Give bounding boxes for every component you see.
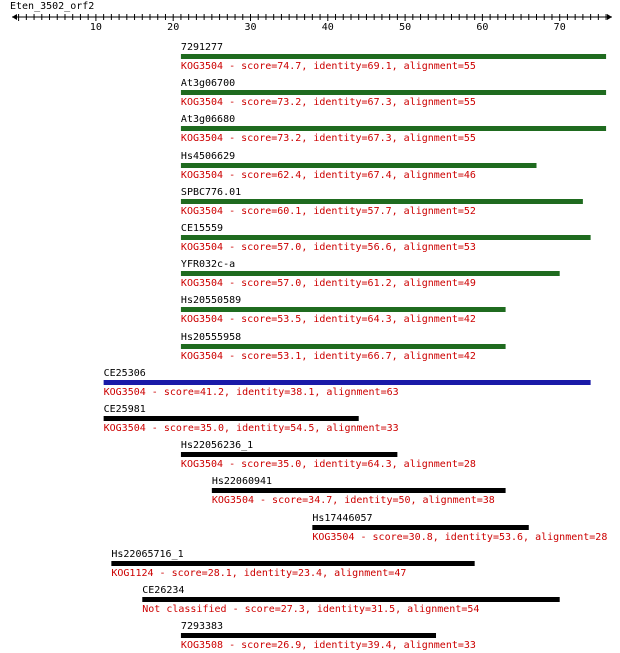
hit-bar bbox=[103, 380, 591, 385]
hit-name: CE15559 bbox=[181, 223, 223, 234]
axis-tick-label: 40 bbox=[322, 22, 334, 33]
hit-bar bbox=[180, 235, 591, 240]
hit-annotation: KOG3504 - score=57.0, identity=56.6, ali… bbox=[181, 242, 476, 253]
hit-bar bbox=[180, 163, 537, 168]
hit-annotation: KOG3504 - score=30.8, identity=53.6, ali… bbox=[312, 532, 607, 543]
axis-left-arrow bbox=[12, 14, 17, 20]
hit-row: At3g06700 KOG3504 - score=73.2, identity=… bbox=[180, 78, 607, 108]
hit-bar bbox=[180, 633, 437, 638]
hit-row: SPBC776.01 KOG3504 - score=60.1, identity… bbox=[180, 187, 583, 217]
hit-bar bbox=[180, 54, 607, 59]
hit-row: CE25306 KOG3504 - score=41.2, identity=38… bbox=[103, 368, 591, 398]
hit-annotation: KOG3504 - score=73.2, identity=67.3, ali… bbox=[181, 133, 476, 144]
hit-row: CE25981 KOG3504 - score=35.0, identity=54… bbox=[103, 404, 399, 434]
axis-tick-label: 10 bbox=[90, 22, 102, 33]
hit-annotation: KOG1124 - score=28.1, identity=23.4, ali… bbox=[111, 568, 406, 579]
hit-row: Hs20555958 KOG3504 - score=53.1, identity… bbox=[180, 332, 506, 362]
hit-name: Hs4506629 bbox=[181, 151, 235, 162]
hit-name: 7293383 bbox=[181, 621, 223, 632]
hit-annotation: KOG3504 - score=41.2, identity=38.1, ali… bbox=[104, 387, 399, 398]
hit-name: Hs22060941 bbox=[212, 476, 272, 487]
hit-bar bbox=[111, 561, 475, 566]
hit-name: YFR032c-a bbox=[181, 259, 235, 270]
hit-bar bbox=[312, 525, 529, 530]
hit-row: Hs22060941 KOG3504 - score=34.7, identity… bbox=[211, 476, 506, 506]
hit-annotation: KOG3504 - score=53.5, identity=64.3, ali… bbox=[181, 314, 476, 325]
axis-right-arrow bbox=[607, 14, 612, 20]
hit-annotation: KOG3504 - score=60.1, identity=57.7, ali… bbox=[181, 206, 476, 217]
hit-annotation: KOG3504 - score=74.7, identity=69.1, ali… bbox=[181, 61, 476, 72]
hit-annotation: KOG3504 - score=34.7, identity=50, align… bbox=[212, 495, 495, 506]
query-title: Eten_3502_orf2 bbox=[10, 1, 94, 12]
hit-list: 7291277 KOG3504 - score=74.7, identity=69… bbox=[103, 42, 607, 651]
scale-axis: 10 20 30 40 50 60 70 bbox=[12, 14, 612, 33]
hit-bar bbox=[180, 307, 506, 312]
hit-annotation: Not classified - score=27.3, identity=31… bbox=[142, 604, 479, 615]
hit-bar bbox=[180, 271, 560, 276]
hit-annotation: KOG3504 - score=73.2, identity=67.3, ali… bbox=[181, 97, 476, 108]
hit-name: At3g06700 bbox=[181, 78, 235, 89]
hit-name: Hs22056236_1 bbox=[181, 440, 253, 451]
hit-name: Hs22065716_1 bbox=[111, 549, 183, 560]
hit-bar bbox=[180, 126, 607, 131]
hit-annotation: KOG3508 - score=26.9, identity=39.4, ali… bbox=[181, 640, 476, 651]
hit-row: Hs22056236_1 KOG3504 - score=35.0, identi… bbox=[180, 440, 476, 470]
hit-row: CE15559 KOG3504 - score=57.0, identity=56… bbox=[180, 223, 591, 253]
hit-bar bbox=[180, 90, 607, 95]
hit-name: Hs20550589 bbox=[181, 295, 241, 306]
hit-name: CE25981 bbox=[104, 404, 146, 415]
hit-row: CE26234 Not classified - score=27.3, iden… bbox=[142, 585, 560, 615]
hit-name: SPBC776.01 bbox=[181, 187, 241, 198]
hit-annotation: KOG3504 - score=35.0, identity=64.3, ali… bbox=[181, 459, 476, 470]
axis-tick-label: 20 bbox=[167, 22, 179, 33]
hit-name: At3g06680 bbox=[181, 114, 235, 125]
hit-annotation: KOG3504 - score=62.4, identity=67.4, ali… bbox=[181, 170, 476, 181]
hit-row: YFR032c-a KOG3504 - score=57.0, identity=… bbox=[180, 259, 560, 289]
hit-bar bbox=[211, 488, 506, 493]
hit-bar bbox=[103, 416, 359, 421]
hit-name: CE25306 bbox=[104, 368, 146, 379]
hit-bar bbox=[180, 452, 398, 457]
hit-row: Hs20550589 KOG3504 - score=53.5, identity… bbox=[180, 295, 506, 325]
hit-row: Hs17446057 KOG3504 - score=30.8, identity… bbox=[312, 513, 607, 543]
hit-name: CE26234 bbox=[142, 585, 184, 596]
axis-tick-label: 70 bbox=[554, 22, 566, 33]
hit-bar bbox=[142, 597, 560, 602]
axis-tick-label: 50 bbox=[399, 22, 411, 33]
hit-bar bbox=[180, 199, 583, 204]
axis-tick-label: 30 bbox=[244, 22, 256, 33]
hit-row: Hs4506629 KOG3504 - score=62.4, identity=… bbox=[180, 151, 537, 181]
axis-tick-label: 60 bbox=[476, 22, 488, 33]
hit-name: Hs20555958 bbox=[181, 332, 241, 343]
hit-row: 7293383 KOG3508 - score=26.9, identity=39… bbox=[180, 621, 476, 651]
hit-annotation: KOG3504 - score=57.0, identity=61.2, ali… bbox=[181, 278, 476, 289]
hit-row: Hs22065716_1 KOG1124 - score=28.1, identi… bbox=[111, 549, 475, 579]
hit-name: Hs17446057 bbox=[312, 513, 372, 524]
hit-name: 7291277 bbox=[181, 42, 223, 53]
hit-annotation: KOG3504 - score=35.0, identity=54.5, ali… bbox=[104, 423, 399, 434]
hit-annotation: KOG3504 - score=53.1, identity=66.7, ali… bbox=[181, 351, 476, 362]
hit-bar bbox=[180, 344, 506, 349]
hit-row: 7291277 KOG3504 - score=74.7, identity=69… bbox=[180, 42, 607, 72]
hit-row: At3g06680 KOG3504 - score=73.2, identity=… bbox=[180, 114, 607, 144]
